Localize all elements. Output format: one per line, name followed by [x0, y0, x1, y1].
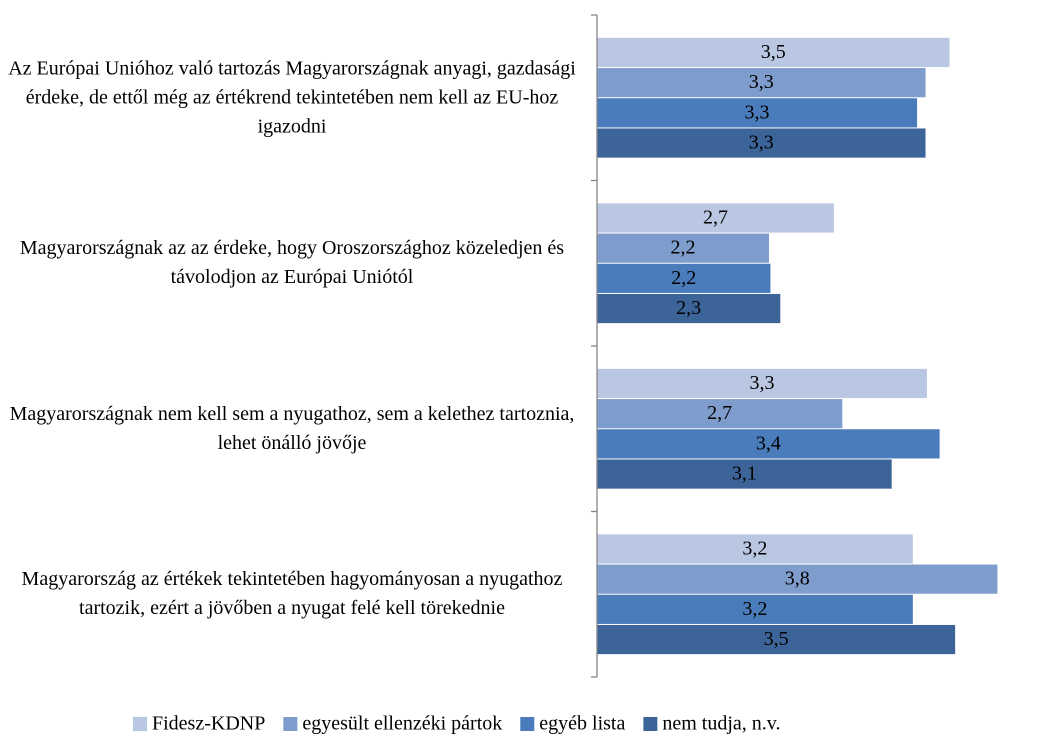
bar: [597, 594, 913, 624]
category-label: Magyarország az értékek tekintetében hag…: [21, 568, 563, 620]
value-label: 3,1: [732, 463, 757, 485]
bar: [597, 128, 926, 158]
category-label: Magyarországnak az az érdeke, hogy Orosz…: [19, 237, 565, 289]
category-label: Magyarországnak nem kell sem a nyugathoz…: [9, 402, 575, 454]
legend-swatch: [283, 717, 298, 731]
legend-label: egyesült ellenzéki pártok: [302, 713, 502, 735]
bar: [597, 263, 771, 293]
bar: [597, 37, 950, 68]
bar: [597, 624, 956, 655]
bar: [597, 429, 940, 459]
value-label: 3,2: [742, 598, 767, 620]
bar: [597, 368, 927, 399]
value-label: 2,7: [703, 207, 728, 229]
value-label: 2,2: [671, 267, 696, 289]
value-label: 3,5: [764, 628, 789, 650]
bar: [597, 459, 892, 489]
bar: [597, 399, 843, 429]
value-label: 3,3: [749, 71, 774, 93]
legend-swatch: [133, 717, 147, 731]
legend-swatch: [643, 717, 658, 731]
bar: [597, 68, 926, 98]
value-label: 3,3: [745, 101, 770, 123]
legend-label: egyéb lista: [539, 713, 625, 735]
legend-label: Fidesz-KDNP: [152, 713, 265, 735]
category-label: Az Európai Unióhoz való tartozás Magyaro…: [8, 57, 576, 138]
value-label: 3,2: [742, 538, 767, 560]
legend-label: nem tudja, n.v.: [662, 713, 780, 735]
value-label: 3,5: [761, 41, 786, 63]
value-label: 3,3: [749, 372, 774, 394]
bar: [597, 233, 770, 263]
value-label: 3,8: [785, 568, 810, 590]
value-label: 3,3: [749, 132, 774, 154]
value-label: 3,4: [756, 432, 781, 454]
bar: [597, 293, 781, 324]
bar: [597, 203, 834, 233]
bar: [597, 98, 918, 128]
bar: [597, 564, 998, 594]
bar: [597, 534, 913, 564]
value-label: 2,3: [676, 297, 701, 319]
legend-swatch: [520, 717, 535, 731]
value-label: 2,2: [671, 237, 696, 259]
value-label: 2,7: [707, 402, 732, 424]
